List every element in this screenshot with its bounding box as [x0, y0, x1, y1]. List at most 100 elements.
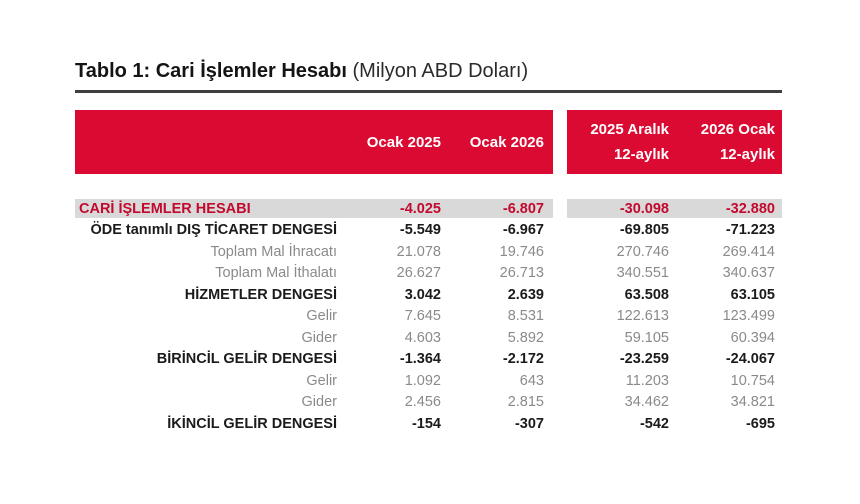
table-row: Gider 2.456 2.815 34.462 34.821 — [75, 392, 782, 414]
table-row: ÖDE tanımlı DIŞ TİCARET DENGESİ -5.549 -6.… — [75, 220, 782, 242]
cell-value: -307 — [514, 415, 544, 432]
cell-value: -30.098 — [619, 200, 669, 217]
cell-value: -2.172 — [502, 351, 544, 368]
cell-value: 5.892 — [507, 329, 544, 346]
cell-value: 270.746 — [616, 243, 669, 260]
cell-value: 19.746 — [499, 243, 544, 260]
table-row: İKİNCİL GELİR DENGESİ -154 -307 -542 -695 — [75, 413, 782, 435]
table-row: Toplam Mal İhracatı 21.078 19.746 270.746 26… — [75, 241, 782, 263]
cell-value: 4.603 — [404, 329, 441, 346]
table-title-unit: (Milyon ABD Doları) — [352, 60, 529, 82]
cell-value: -6.967 — [502, 222, 544, 239]
cell-value: -23.259 — [619, 351, 669, 368]
cell-value: 26.627 — [396, 265, 441, 282]
row-band-right: -30.098 -32.880 — [567, 199, 782, 219]
row-band-right: -23.259 -24.067 — [567, 350, 782, 369]
cell-value: 1.092 — [404, 372, 441, 389]
cell-value: 10.754 — [730, 372, 775, 389]
cell-value: 63.508 — [624, 286, 669, 303]
cell-value: -695 — [745, 415, 775, 432]
row-label: Gelir — [306, 308, 337, 325]
row-label: BİRİNCİL GELİR DENGESİ — [156, 351, 337, 368]
cell-value: 63.105 — [730, 286, 775, 303]
cell-value: 59.105 — [624, 329, 669, 346]
row-band-left: Gelir 1.092 643 — [75, 371, 553, 390]
cell-value: 643 — [519, 372, 544, 389]
cell-value: 7.645 — [404, 308, 441, 325]
row-label: ÖDE tanımlı DIŞ TİCARET DENGESİ — [90, 222, 337, 239]
row-label: Toplam Mal İhracatı — [210, 243, 337, 260]
cell-value: -542 — [639, 415, 669, 432]
header-band-left: Ocak 2025 Ocak 2026 — [75, 110, 553, 174]
table-row: Gelir 1.092 643 11.203 10.754 — [75, 370, 782, 392]
cell-value: -69.805 — [619, 222, 669, 239]
cell-value: 340.551 — [616, 265, 669, 282]
table-row: BİRİNCİL GELİR DENGESİ -1.364 -2.172 -23.25… — [75, 349, 782, 371]
cell-value: 60.394 — [730, 329, 775, 346]
cell-value: 8.531 — [507, 308, 544, 325]
row-band-right: -69.805 -71.223 — [567, 221, 782, 240]
header-band-right: 2025 Aralık 12-aylık 2026 Ocak 12-aylık — [567, 110, 782, 174]
cell-value: 2.456 — [404, 394, 441, 411]
row-label: Gider — [301, 329, 337, 346]
cell-value: 34.821 — [730, 394, 775, 411]
cell-value: 269.414 — [722, 243, 775, 260]
table-row: Gider 4.603 5.892 59.105 60.394 — [75, 327, 782, 349]
cell-value: 3.042 — [404, 286, 441, 303]
cell-value: -71.223 — [725, 222, 775, 239]
table-title-text: Tablo 1: Cari İşlemler Hesabı — [75, 60, 347, 82]
row-band-left: ÖDE tanımlı DIŞ TİCARET DENGESİ -5.549 -6.… — [75, 221, 553, 240]
row-label: HİZMETLER DENGESİ — [184, 286, 337, 303]
cell-value: 122.613 — [616, 308, 669, 325]
table-row: Toplam Mal İthalatı 26.627 26.713 340.551 34… — [75, 263, 782, 285]
cell-value: 11.203 — [625, 372, 669, 389]
header-band-gap — [553, 110, 567, 174]
cell-value: 21.078 — [396, 243, 441, 260]
row-band-right: 59.105 60.394 — [567, 328, 782, 347]
row-band-right: 11.203 10.754 — [567, 371, 782, 390]
cell-value: 26.713 — [499, 265, 544, 282]
column-header-2026-ocak-12-aylik: 2026 Ocak 12-aylık — [700, 121, 775, 163]
row-band-left: CARİ İŞLEMLER HESABI -4.025 -6.807 — [75, 199, 553, 219]
cell-value: 2.639 — [507, 286, 544, 303]
row-band-left: BİRİNCİL GELİR DENGESİ -1.364 -2.172 — [75, 350, 553, 369]
row-label: Gelir — [306, 372, 337, 389]
row-band-left: HİZMETLER DENGESİ 3.042 2.639 — [75, 285, 553, 304]
row-label: Gider — [301, 394, 337, 411]
row-band-left: Toplam Mal İhracatı 21.078 19.746 — [75, 242, 553, 261]
table-title: Tablo 1: Cari İşlemler Hesabı (Milyon AB… — [75, 60, 782, 93]
cell-value: 340.637 — [722, 265, 775, 282]
cell-value: 34.462 — [624, 394, 669, 411]
row-band-left: İKİNCİL GELİR DENGESİ -154 -307 — [75, 414, 553, 433]
row-band-right: 122.613 123.499 — [567, 307, 782, 326]
table-row: HİZMETLER DENGESİ 3.042 2.639 63.508 63.105 — [75, 284, 782, 306]
table-row: Gelir 7.645 8.531 122.613 123.499 — [75, 306, 782, 328]
row-band-right: 270.746 269.414 — [567, 242, 782, 261]
column-header-2025-aralik-12-aylik: 2025 Aralık 12-aylık — [590, 121, 669, 163]
table-rows: CARİ İŞLEMLER HESABI -4.025 -6.807 -30.098-… — [75, 198, 782, 435]
cell-value: -6.807 — [502, 200, 544, 217]
table-row: CARİ İŞLEMLER HESABI -4.025 -6.807 -30.098-… — [75, 198, 782, 220]
column-header-ocak-2026: Ocak 2026 — [469, 133, 544, 151]
header-label-spacer — [75, 110, 337, 174]
cell-value: -1.364 — [399, 351, 441, 368]
row-band-right: -542 -695 — [567, 414, 782, 433]
row-band-right: 34.462 34.821 — [567, 393, 782, 412]
row-band-left: Toplam Mal İthalatı 26.627 26.713 — [75, 264, 553, 283]
row-band-left: Gider 2.456 2.815 — [75, 393, 553, 412]
column-header-ocak-2025: Ocak 2025 — [366, 133, 441, 151]
row-band-left: Gelir 7.645 8.531 — [75, 307, 553, 326]
cell-value: -32.880 — [725, 200, 775, 217]
row-label: CARİ İŞLEMLER HESABI — [79, 200, 251, 217]
cell-value: -5.549 — [399, 222, 441, 239]
current-account-table: Tablo 1: Cari İşlemler Hesabı (Milyon AB… — [75, 60, 782, 435]
table-header: Ocak 2025 Ocak 2026 2025 Aralık 12-aylık… — [75, 110, 782, 174]
cell-value: -4.025 — [399, 200, 441, 217]
row-label: İKİNCİL GELİR DENGESİ — [167, 415, 337, 432]
cell-value: -154 — [411, 415, 441, 432]
row-label: Toplam Mal İthalatı — [215, 265, 337, 282]
row-band-right: 63.508 63.105 — [567, 285, 782, 304]
cell-value: 123.499 — [722, 308, 775, 325]
row-band-left: Gider 4.603 5.892 — [75, 328, 553, 347]
